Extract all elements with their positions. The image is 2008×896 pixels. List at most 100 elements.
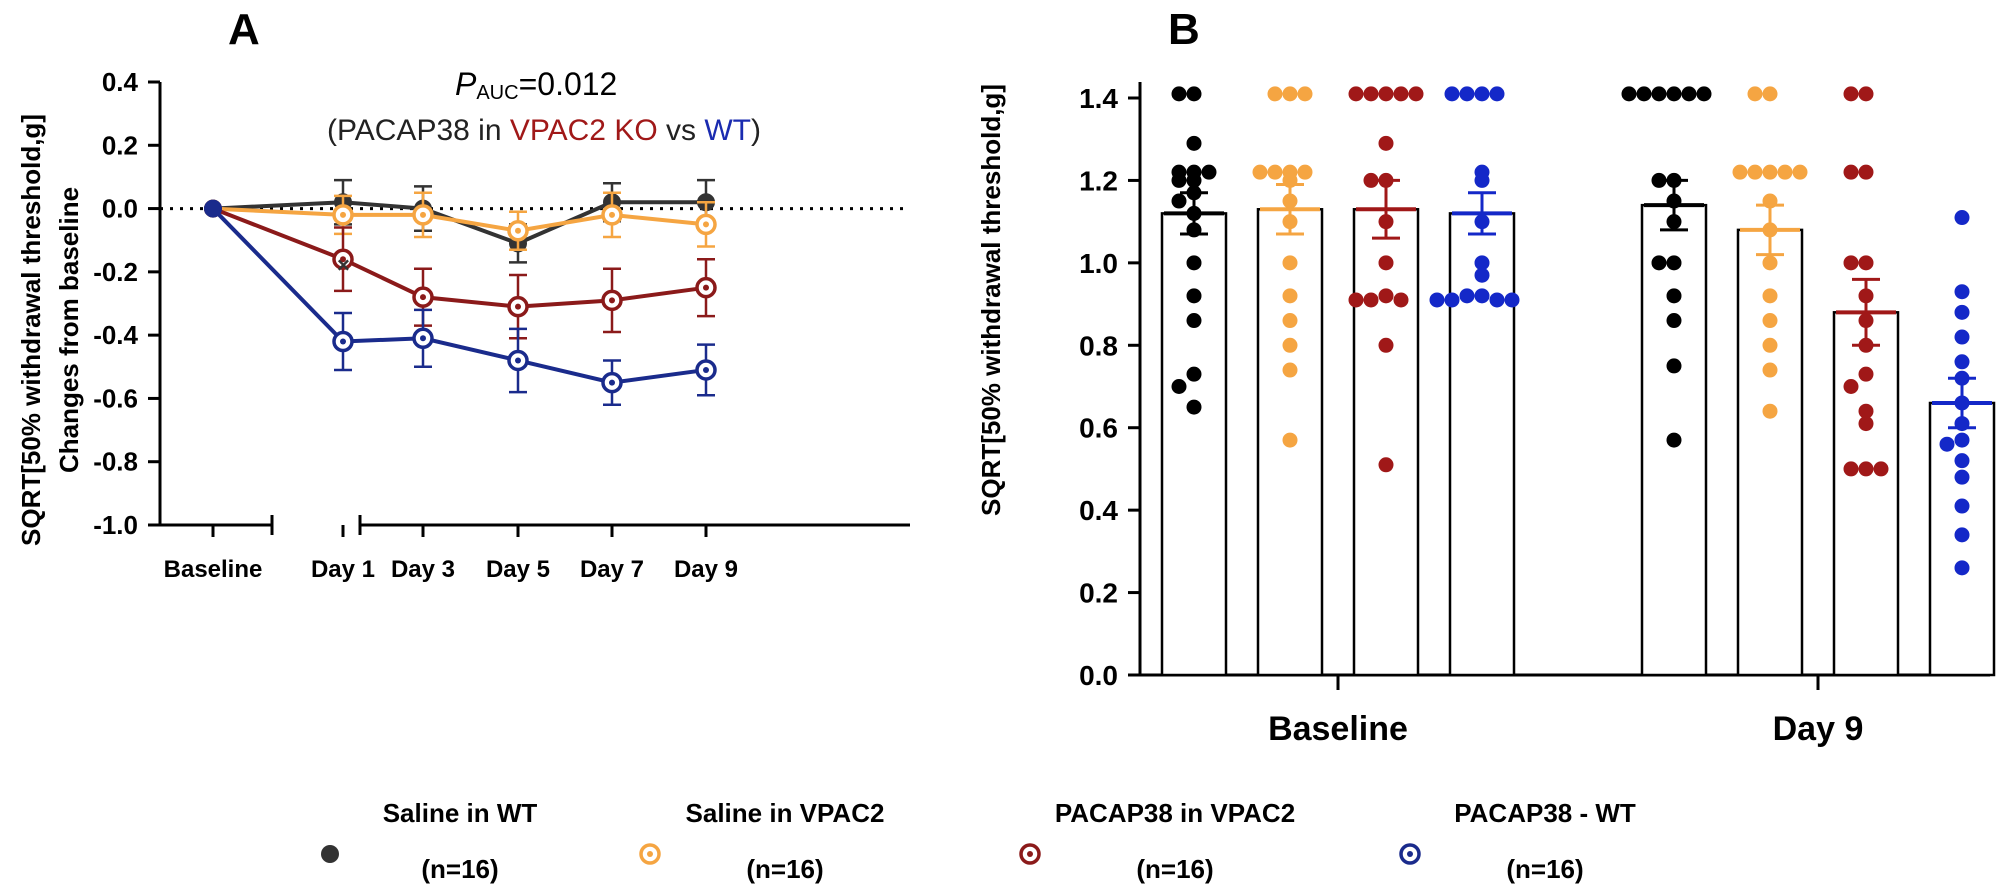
data-point xyxy=(1954,354,1970,370)
data-point xyxy=(1843,86,1859,102)
panel-a-y-tick-label: 0.2 xyxy=(102,130,138,160)
data-point xyxy=(1696,86,1712,102)
series-line xyxy=(212,206,707,309)
panel-a-ylabel-line2: Changes from baseline xyxy=(54,187,84,473)
data-point xyxy=(1444,292,1460,308)
panel-b-label: B xyxy=(1168,5,1200,54)
data-point xyxy=(1267,164,1283,180)
legend-item: PACAP38 - WT (n=16) xyxy=(1399,798,1636,884)
panel-a-ylabel-line1: SQRT[50% withdrawal threshold,g] xyxy=(16,114,46,546)
data-point-center xyxy=(703,284,709,291)
panel-a-y-tick-label: -0.4 xyxy=(93,320,138,350)
data-point xyxy=(1651,172,1667,188)
data-point xyxy=(1171,86,1187,102)
panel-b-groups: Baseline Day 9 xyxy=(1160,86,1996,748)
data-point xyxy=(1459,288,1475,304)
panel-b-y-tick-label: 0.8 xyxy=(1079,330,1118,361)
data-point xyxy=(1444,86,1460,102)
legend: Saline in WT(n=16) Saline in VPAC2(n=16) P… xyxy=(321,798,1636,884)
panel-b-ylabel: SQRT[50% withdrawal threshold,g] xyxy=(976,84,1006,516)
data-point xyxy=(1282,288,1298,304)
legend-label: PACAP38 in VPAC2 xyxy=(1055,798,1295,828)
data-point-center xyxy=(703,366,709,373)
day1-marker: × xyxy=(337,253,350,278)
panel-a-x-tick-label: Day 9 xyxy=(674,556,738,583)
data-point xyxy=(1777,164,1793,180)
panel-b-y-tick-label: 0.0 xyxy=(1079,660,1118,691)
data-point xyxy=(1282,86,1298,102)
panel-a-series: × xyxy=(204,178,717,407)
data-point xyxy=(1186,288,1202,304)
data-point xyxy=(1489,86,1505,102)
data-point xyxy=(1954,469,1970,485)
comparison-close: ) xyxy=(751,114,761,147)
data-point xyxy=(1363,292,1379,308)
data-point xyxy=(1429,292,1445,308)
data-point xyxy=(1348,86,1364,102)
comparison-open: (PACAP38 in xyxy=(327,114,510,147)
panel-a-y-tick-label: -0.2 xyxy=(93,257,138,287)
data-point xyxy=(1363,86,1379,102)
data-point-center xyxy=(420,335,426,342)
legend-n: (n=16) xyxy=(421,854,498,884)
panel-b-x-tick-label: Baseline xyxy=(1268,710,1408,748)
data-point xyxy=(1666,86,1682,102)
data-point xyxy=(1282,432,1298,448)
data-point xyxy=(1843,164,1859,180)
data-point xyxy=(1666,288,1682,304)
data-point xyxy=(1762,313,1778,329)
legend-marker xyxy=(321,845,339,863)
data-point xyxy=(1747,86,1763,102)
data-point xyxy=(1858,366,1874,382)
data-point xyxy=(1762,288,1778,304)
data-point xyxy=(1954,527,1970,543)
data-point xyxy=(1762,403,1778,419)
data-point xyxy=(1393,86,1409,102)
pvalue-subscript: AUC xyxy=(476,82,518,104)
data-point xyxy=(1348,292,1364,308)
legend-item: Saline in VPAC2 (n=16) xyxy=(639,798,884,884)
data-point xyxy=(1843,255,1859,271)
series-pacap38-wt xyxy=(204,199,717,407)
data-point xyxy=(1954,560,1970,576)
data-point-center xyxy=(515,303,521,310)
data-point xyxy=(1171,193,1187,209)
data-point xyxy=(1843,461,1859,477)
legend-item: Saline in WT (n=16) xyxy=(321,798,537,884)
comparison-annotation: (PACAP38 in VPAC2 KO vs WT) xyxy=(327,114,761,147)
panel-a-label: A xyxy=(228,5,260,54)
data-point xyxy=(1858,164,1874,180)
data-point xyxy=(1858,86,1874,102)
series-line xyxy=(212,200,706,246)
data-point xyxy=(1474,288,1490,304)
data-point xyxy=(204,199,222,218)
data-point xyxy=(1282,255,1298,271)
panel-a-x-tick-label: Day 1 xyxy=(311,556,375,583)
panel-a-y-tick-label: -1.0 xyxy=(93,510,138,540)
data-point xyxy=(1954,453,1970,469)
legend-marker-center xyxy=(647,851,653,857)
panel-a-y-tick-label: -0.8 xyxy=(93,447,138,477)
panel-b-y-ticks: 1.4 1.2 1.0 0.8 0.6 0.4 0.2 0.0 xyxy=(1079,83,1140,691)
data-point xyxy=(1858,255,1874,271)
panel-b-x-tick-label: Day 9 xyxy=(1773,710,1864,748)
data-point xyxy=(1954,329,1970,345)
data-point-center xyxy=(609,379,615,386)
data-point xyxy=(1666,313,1682,329)
data-point xyxy=(1378,457,1394,473)
bar xyxy=(1352,208,1420,677)
panel-b-y-tick-label: 0.6 xyxy=(1079,413,1118,444)
data-point xyxy=(1297,164,1313,180)
data-point xyxy=(1858,403,1874,419)
panel-b: B SQRT[50% withdrawal threshold,g] 1.41.… xyxy=(976,5,1996,748)
data-point xyxy=(1282,313,1298,329)
comparison-vs: vs xyxy=(658,114,705,147)
pvalue-text: =0.012 xyxy=(519,66,618,102)
data-point xyxy=(1171,172,1187,188)
data-point xyxy=(1186,399,1202,415)
data-point xyxy=(1666,358,1682,374)
data-point xyxy=(1171,379,1187,394)
bar xyxy=(1160,212,1228,677)
data-point-center xyxy=(340,256,346,263)
